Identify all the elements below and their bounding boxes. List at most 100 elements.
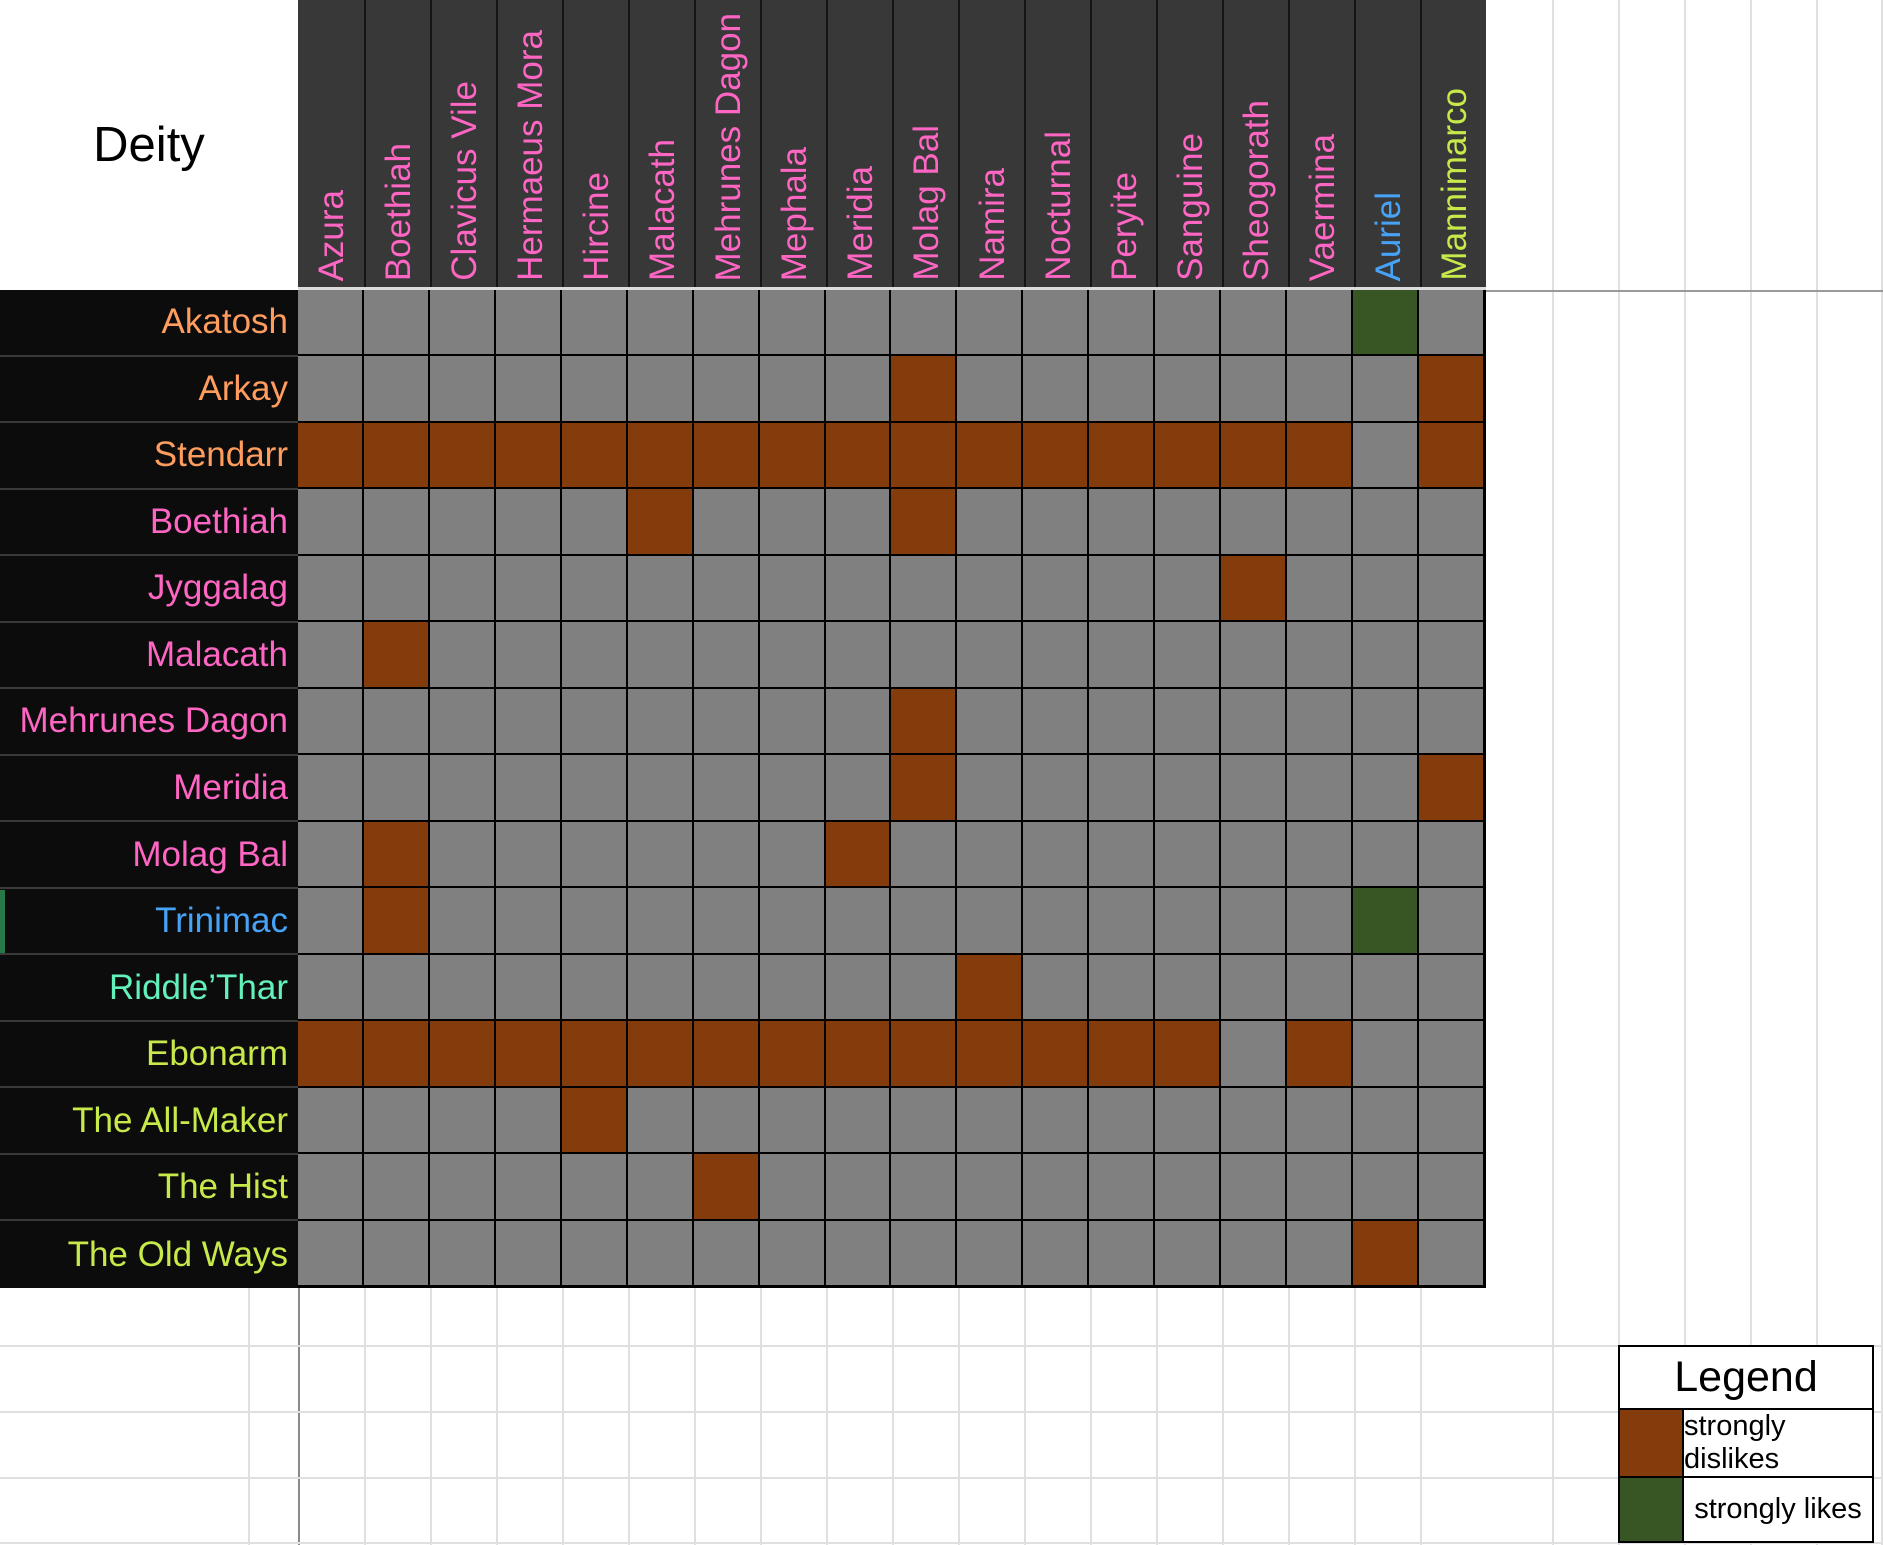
cell-molag-bal-vaermina[interactable] xyxy=(1287,821,1352,887)
cell-malacath-mephala[interactable] xyxy=(759,622,824,687)
cell-the-all-maker-hircine[interactable] xyxy=(561,1087,626,1153)
cell-jyggalag-malacath[interactable] xyxy=(627,555,692,621)
cell-mehrunes-dagon-mehrunes-dagon[interactable] xyxy=(693,688,758,754)
cell-boethiah-meridia[interactable] xyxy=(825,489,890,554)
cell-molag-bal-meridia[interactable] xyxy=(825,821,890,887)
cell-akatosh-mephala[interactable] xyxy=(759,290,824,355)
cell-boethiah-mephala[interactable] xyxy=(759,489,824,554)
cell-molag-bal-hermaeus-mora[interactable] xyxy=(495,821,560,887)
cell-riddle-thar-auriel[interactable] xyxy=(1353,954,1418,1020)
cell-akatosh-vaermina[interactable] xyxy=(1287,290,1352,355)
cell-mehrunes-dagon-peryite[interactable] xyxy=(1089,688,1154,754)
cell-the-old-ways-vaermina[interactable] xyxy=(1287,1220,1352,1285)
cell-trinimac-clavicus-vile[interactable] xyxy=(429,888,494,953)
cell-trinimac-molag-bal[interactable] xyxy=(891,888,956,953)
cell-the-all-maker-nocturnal[interactable] xyxy=(1023,1087,1088,1153)
cell-arkay-sanguine[interactable] xyxy=(1155,356,1220,421)
cell-molag-bal-peryite[interactable] xyxy=(1089,821,1154,887)
cell-riddle-thar-peryite[interactable] xyxy=(1089,954,1154,1020)
cell-stendarr-malacath[interactable] xyxy=(627,422,692,488)
cell-the-hist-sheogorath[interactable] xyxy=(1221,1154,1286,1219)
cell-malacath-malacath[interactable] xyxy=(627,622,692,687)
cell-stendarr-sanguine[interactable] xyxy=(1155,422,1220,488)
cell-the-all-maker-azura[interactable] xyxy=(298,1087,362,1153)
cell-malacath-vaermina[interactable] xyxy=(1287,622,1352,687)
cell-malacath-namira[interactable] xyxy=(957,622,1022,687)
cell-the-hist-vaermina[interactable] xyxy=(1287,1154,1352,1219)
cell-arkay-sheogorath[interactable] xyxy=(1221,356,1286,421)
cell-akatosh-hermaeus-mora[interactable] xyxy=(495,290,560,355)
cell-jyggalag-namira[interactable] xyxy=(957,555,1022,621)
cell-mehrunes-dagon-mephala[interactable] xyxy=(759,688,824,754)
cell-trinimac-hircine[interactable] xyxy=(561,888,626,953)
cell-mehrunes-dagon-nocturnal[interactable] xyxy=(1023,688,1088,754)
cell-meridia-mephala[interactable] xyxy=(759,755,824,820)
cell-stendarr-nocturnal[interactable] xyxy=(1023,422,1088,488)
cell-the-all-maker-vaermina[interactable] xyxy=(1287,1087,1352,1153)
cell-the-all-maker-boethiah[interactable] xyxy=(363,1087,428,1153)
cell-the-old-ways-hermaeus-mora[interactable] xyxy=(495,1220,560,1285)
cell-riddle-thar-meridia[interactable] xyxy=(825,954,890,1020)
cell-malacath-nocturnal[interactable] xyxy=(1023,622,1088,687)
cell-meridia-hircine[interactable] xyxy=(561,755,626,820)
cell-stendarr-meridia[interactable] xyxy=(825,422,890,488)
cell-molag-bal-auriel[interactable] xyxy=(1353,821,1418,887)
cell-stendarr-molag-bal[interactable] xyxy=(891,422,956,488)
cell-ebonarm-hermaeus-mora[interactable] xyxy=(495,1021,560,1086)
cell-jyggalag-nocturnal[interactable] xyxy=(1023,555,1088,621)
cell-stendarr-azura[interactable] xyxy=(298,422,362,488)
cell-the-hist-sanguine[interactable] xyxy=(1155,1154,1220,1219)
cell-boethiah-molag-bal[interactable] xyxy=(891,489,956,554)
cell-molag-bal-mannimarco[interactable] xyxy=(1419,821,1483,887)
cell-the-hist-malacath[interactable] xyxy=(627,1154,692,1219)
cell-meridia-sanguine[interactable] xyxy=(1155,755,1220,820)
cell-mehrunes-dagon-sheogorath[interactable] xyxy=(1221,688,1286,754)
cell-the-all-maker-sanguine[interactable] xyxy=(1155,1087,1220,1153)
cell-the-hist-mephala[interactable] xyxy=(759,1154,824,1219)
cell-akatosh-molag-bal[interactable] xyxy=(891,290,956,355)
cell-boethiah-mehrunes-dagon[interactable] xyxy=(693,489,758,554)
cell-riddle-thar-azura[interactable] xyxy=(298,954,362,1020)
cell-malacath-clavicus-vile[interactable] xyxy=(429,622,494,687)
cell-meridia-mehrunes-dagon[interactable] xyxy=(693,755,758,820)
cell-boethiah-mannimarco[interactable] xyxy=(1419,489,1483,554)
cell-jyggalag-azura[interactable] xyxy=(298,555,362,621)
cell-malacath-peryite[interactable] xyxy=(1089,622,1154,687)
cell-the-hist-auriel[interactable] xyxy=(1353,1154,1418,1219)
cell-trinimac-boethiah[interactable] xyxy=(363,888,428,953)
cell-akatosh-peryite[interactable] xyxy=(1089,290,1154,355)
cell-the-old-ways-auriel[interactable] xyxy=(1353,1220,1418,1285)
cell-the-all-maker-meridia[interactable] xyxy=(825,1087,890,1153)
cell-riddle-thar-mannimarco[interactable] xyxy=(1419,954,1483,1020)
cell-boethiah-sanguine[interactable] xyxy=(1155,489,1220,554)
cell-arkay-mehrunes-dagon[interactable] xyxy=(693,356,758,421)
cell-meridia-vaermina[interactable] xyxy=(1287,755,1352,820)
cell-malacath-mannimarco[interactable] xyxy=(1419,622,1483,687)
cell-mehrunes-dagon-hircine[interactable] xyxy=(561,688,626,754)
cell-molag-bal-nocturnal[interactable] xyxy=(1023,821,1088,887)
cell-the-old-ways-mehrunes-dagon[interactable] xyxy=(693,1220,758,1285)
cell-the-all-maker-clavicus-vile[interactable] xyxy=(429,1087,494,1153)
cell-trinimac-malacath[interactable] xyxy=(627,888,692,953)
cell-akatosh-malacath[interactable] xyxy=(627,290,692,355)
cell-boethiah-malacath[interactable] xyxy=(627,489,692,554)
cell-meridia-meridia[interactable] xyxy=(825,755,890,820)
cell-the-old-ways-nocturnal[interactable] xyxy=(1023,1220,1088,1285)
cell-stendarr-hermaeus-mora[interactable] xyxy=(495,422,560,488)
cell-mehrunes-dagon-mannimarco[interactable] xyxy=(1419,688,1483,754)
cell-akatosh-sanguine[interactable] xyxy=(1155,290,1220,355)
cell-the-all-maker-mannimarco[interactable] xyxy=(1419,1087,1483,1153)
cell-the-old-ways-peryite[interactable] xyxy=(1089,1220,1154,1285)
cell-arkay-vaermina[interactable] xyxy=(1287,356,1352,421)
cell-arkay-peryite[interactable] xyxy=(1089,356,1154,421)
cell-mehrunes-dagon-molag-bal[interactable] xyxy=(891,688,956,754)
cell-the-old-ways-hircine[interactable] xyxy=(561,1220,626,1285)
cell-molag-bal-namira[interactable] xyxy=(957,821,1022,887)
cell-the-hist-nocturnal[interactable] xyxy=(1023,1154,1088,1219)
cell-akatosh-mannimarco[interactable] xyxy=(1419,290,1483,355)
cell-ebonarm-peryite[interactable] xyxy=(1089,1021,1154,1086)
cell-riddle-thar-malacath[interactable] xyxy=(627,954,692,1020)
cell-molag-bal-azura[interactable] xyxy=(298,821,362,887)
cell-meridia-clavicus-vile[interactable] xyxy=(429,755,494,820)
cell-stendarr-clavicus-vile[interactable] xyxy=(429,422,494,488)
